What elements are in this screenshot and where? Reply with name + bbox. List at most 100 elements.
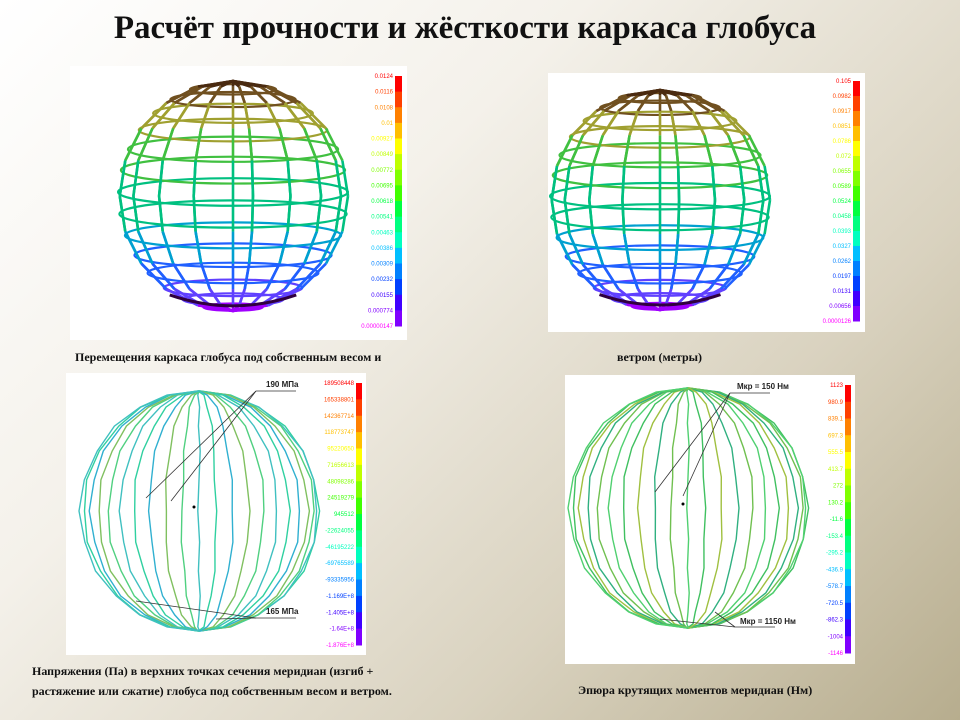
legend-color-band [853,141,860,157]
meridian-segment [595,94,628,113]
legend-label: 0.00541 [371,215,393,221]
meridian-segment [286,195,292,232]
legend-color-band [395,185,402,202]
legend-label: 130.2 [828,500,844,506]
meridian-segment [161,231,175,264]
meridian-segment [601,263,620,290]
meridian-segment [571,110,598,137]
caption-torque: Эпюра крутящих моментов меридиан (Нм) [578,683,813,697]
legend-label: 0.0197 [833,274,852,280]
legend-color-band [845,602,851,620]
legend-label: 0.00772 [371,168,393,174]
legend-label: 0.105 [836,79,852,85]
legend-label: 48098286 [327,479,354,485]
meridian-segment [243,102,251,129]
meridian-segment [726,134,742,167]
meridian-segment [568,134,585,167]
meridian-segment [303,127,318,161]
meridian-segment [757,165,765,201]
legend-color-band [356,595,362,613]
meridian-segment [249,288,268,307]
slide-title: Расчёт прочности и жёсткости каркаса гло… [113,10,817,46]
legend-label: -153.4 [826,534,844,540]
meridian-segment [173,85,203,105]
legend-label: 0.00656 [829,304,851,310]
meridian-segment [243,263,251,290]
meridian-line [686,387,707,629]
legend-color-band [845,569,851,587]
meridian-line [596,387,690,629]
meridian-segment [568,233,585,266]
meridian-line [98,390,200,632]
legend-label: 0.0589 [833,184,852,190]
callout-label: Мкр = 1150 Нм [740,617,796,626]
meridian-segment [674,233,680,265]
meridian-segment [137,231,154,265]
caption-wind: ветром (метры) [617,350,703,364]
meridian-line [164,390,200,632]
meridian-segment [581,110,605,137]
legend-color-band [356,497,362,515]
legend-color-band [395,294,402,311]
meridian-segment [295,262,322,290]
legend-label: 0.0982 [833,94,852,100]
globe-frame-self-weight [116,79,350,313]
legend-label: 0.0327 [833,244,852,250]
legend-label: 0.000774 [368,308,394,314]
legend-label: -578.7 [826,584,844,590]
panel-stress: 189508448 165338801 142367714 118773747 9522… [66,373,366,655]
legend-label: 980.9 [828,400,844,406]
meridian-segment [299,102,327,130]
meridian-line [180,390,201,632]
callout-torque-bottom: Мкр = 1150 Нм [659,611,796,628]
legend-label: 0.00695 [371,183,393,189]
legend-color-band [853,276,860,292]
legend-wind: 0.105 0.0982 0.0917 0.0851 0.0786 0.072 0.0655… [823,79,860,325]
legend-color-band [356,546,362,564]
legend-label: 1123 [830,383,844,389]
meridian-segment [703,233,714,265]
legend-label: 0.0917 [833,109,852,115]
legend-label: 0.00000147 [361,324,393,330]
meridian-segment [571,263,598,290]
legend-color-band [395,232,402,249]
meridian-segment [199,102,212,129]
meridian-segment [249,85,268,104]
meridian-segment [265,102,281,129]
legend-color-band [395,263,402,280]
meridian-segment [319,230,337,265]
meridian-segment [172,262,191,290]
callout-stress-bottom: 165 МПа [135,600,299,620]
meridian-line [587,387,689,629]
meridian-line [653,387,689,629]
meridian-segment [157,195,164,232]
meridian-line [607,387,689,629]
meridian-line [622,387,688,629]
meridian-segment [124,127,143,162]
meridian-line [686,387,781,629]
legend-label: -1146 [828,651,844,657]
meridian-segment [188,85,211,104]
legend-label: -1004 [828,634,844,640]
meridian-line [197,390,315,632]
meridian-line [567,387,689,629]
meridian-segment [763,199,772,235]
meridian-segment [341,160,350,197]
legend-label: -295.2 [826,551,844,557]
meridian-segment [151,102,176,130]
meridian-line [199,390,301,632]
meridian-segment [676,165,681,201]
legend-color-band [853,156,860,172]
legend-color-band [356,399,362,417]
meridian-segment [603,94,632,113]
legend-color-band [845,636,851,654]
legend-label: 0.0116 [375,90,394,96]
legend-label: -720.5 [826,601,844,607]
meridian-segment [747,134,766,167]
meridian-segment [691,94,722,113]
legend-label: 0.00309 [371,262,393,268]
legend-label: 0.00463 [371,230,393,236]
meridian-segment [669,110,677,136]
meridian-line [107,390,201,632]
meridian-segment [283,102,306,130]
